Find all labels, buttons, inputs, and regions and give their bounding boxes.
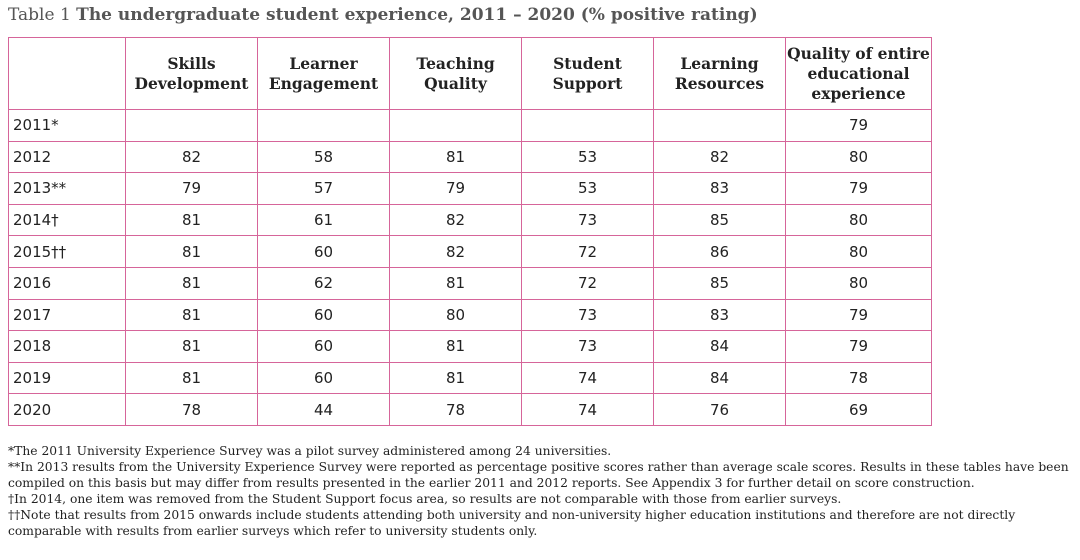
table-row: 2020 78 44 78 74 76 69: [8, 393, 932, 426]
value-cell: 81: [389, 266, 522, 300]
value-cell: 60: [257, 298, 390, 332]
value-cell: 76: [653, 393, 786, 426]
value-cell: [257, 109, 390, 142]
value-cell: 81: [389, 330, 522, 363]
table-row: 2013** 79 57 79 53 83 79: [8, 172, 932, 205]
table-caption-label: Table 1: [8, 5, 71, 25]
value-cell: 57: [257, 172, 390, 205]
value-cell: 73: [521, 298, 654, 332]
value-cell: 82: [389, 235, 522, 268]
year-cell: 2019: [8, 361, 126, 395]
table-row: 2012 82 58 81 53 82 80: [8, 140, 932, 174]
footnote: *The 2011 University Experience Survey w…: [8, 444, 612, 458]
table-caption-title: The undergraduate student experience, 20…: [76, 5, 758, 25]
value-cell: 74: [521, 361, 654, 395]
value-cell: 81: [125, 298, 258, 332]
table-row: 2011* 79: [8, 109, 932, 142]
year-cell: 2012: [8, 140, 126, 174]
value-cell: 79: [389, 172, 522, 205]
value-cell: 82: [653, 140, 786, 174]
value-cell: 83: [653, 298, 786, 332]
year-cell: 2020: [8, 393, 126, 426]
value-cell: 81: [125, 266, 258, 300]
header-cell-year: [8, 37, 126, 110]
table-caption: Table 1 The undergraduate student experi…: [8, 3, 758, 27]
year-cell: 2014†: [8, 203, 126, 237]
value-cell: 78: [389, 393, 522, 426]
value-cell: 84: [653, 361, 786, 395]
value-cell: 80: [785, 140, 932, 174]
table-row: 2015†† 81 60 82 72 86 80: [8, 235, 932, 268]
value-cell: 85: [653, 266, 786, 300]
value-cell: [125, 109, 258, 142]
value-cell: 73: [521, 330, 654, 363]
value-cell: 72: [521, 266, 654, 300]
value-cell: 85: [653, 203, 786, 237]
value-cell: 53: [521, 140, 654, 174]
header-cell-quality-entire-experience: Quality of entire educational experience: [785, 37, 932, 110]
value-cell: 81: [125, 203, 258, 237]
footnote: **In 2013 results from the University Ex…: [8, 460, 1069, 490]
header-cell-learning-resources: Learning Resources: [653, 37, 786, 110]
value-cell: 60: [257, 330, 390, 363]
value-cell: 81: [389, 361, 522, 395]
table-row: 2016 81 62 81 72 85 80: [8, 266, 932, 300]
table-row: 2019 81 60 81 74 84 78: [8, 361, 932, 395]
results-table: Skills Development Learner Engagement Te…: [8, 37, 932, 426]
value-cell: 78: [125, 393, 258, 426]
table-row: 2017 81 60 80 73 83 79: [8, 298, 932, 332]
value-cell: 78: [785, 361, 932, 395]
value-cell: 74: [521, 393, 654, 426]
value-cell: 80: [785, 203, 932, 237]
value-cell: 81: [389, 140, 522, 174]
value-cell: 81: [125, 361, 258, 395]
value-cell: 69: [785, 393, 932, 426]
table-header-row: Skills Development Learner Engagement Te…: [8, 37, 932, 110]
value-cell: 81: [125, 330, 258, 363]
table-row: 2014† 81 61 82 73 85 80: [8, 203, 932, 237]
value-cell: 72: [521, 235, 654, 268]
year-cell: 2016: [8, 266, 126, 300]
value-cell: 79: [785, 298, 932, 332]
header-cell-teaching-quality: Teaching Quality: [389, 37, 522, 110]
value-cell: 86: [653, 235, 786, 268]
value-cell: 62: [257, 266, 390, 300]
value-cell: 60: [257, 235, 390, 268]
footnotes: *The 2011 University Experience Survey w…: [8, 443, 1073, 539]
year-cell: 2017: [8, 298, 126, 332]
year-cell: 2015††: [8, 235, 126, 268]
value-cell: [389, 109, 522, 142]
value-cell: 82: [389, 203, 522, 237]
header-cell-skills-development: Skills Development: [125, 37, 258, 110]
value-cell: [521, 109, 654, 142]
value-cell: 61: [257, 203, 390, 237]
footnote: ††Note that results from 2015 onwards in…: [8, 508, 1016, 538]
year-cell: 2011*: [8, 109, 126, 142]
value-cell: 73: [521, 203, 654, 237]
value-cell: 44: [257, 393, 390, 426]
header-cell-learner-engagement: Learner Engagement: [257, 37, 390, 110]
year-cell: 2018: [8, 330, 126, 363]
table-body: 2011* 79 2012 82 58 81 53 82 80 2013** 79 57 79 53 83 7…: [8, 109, 932, 426]
value-cell: 82: [125, 140, 258, 174]
value-cell: 81: [125, 235, 258, 268]
header-cell-student-support: Student Support: [521, 37, 654, 110]
value-cell: 79: [125, 172, 258, 205]
value-cell: 60: [257, 361, 390, 395]
value-cell: 79: [785, 109, 932, 142]
value-cell: 53: [521, 172, 654, 205]
value-cell: 79: [785, 172, 932, 205]
footnote: †In 2014, one item was removed from the …: [8, 492, 842, 506]
year-cell: 2013**: [8, 172, 126, 205]
value-cell: 80: [785, 266, 932, 300]
value-cell: 80: [785, 235, 932, 268]
value-cell: 84: [653, 330, 786, 363]
value-cell: 83: [653, 172, 786, 205]
value-cell: [653, 109, 786, 142]
table-row: 2018 81 60 81 73 84 79: [8, 330, 932, 363]
value-cell: 79: [785, 330, 932, 363]
value-cell: 80: [389, 298, 522, 332]
value-cell: 58: [257, 140, 390, 174]
